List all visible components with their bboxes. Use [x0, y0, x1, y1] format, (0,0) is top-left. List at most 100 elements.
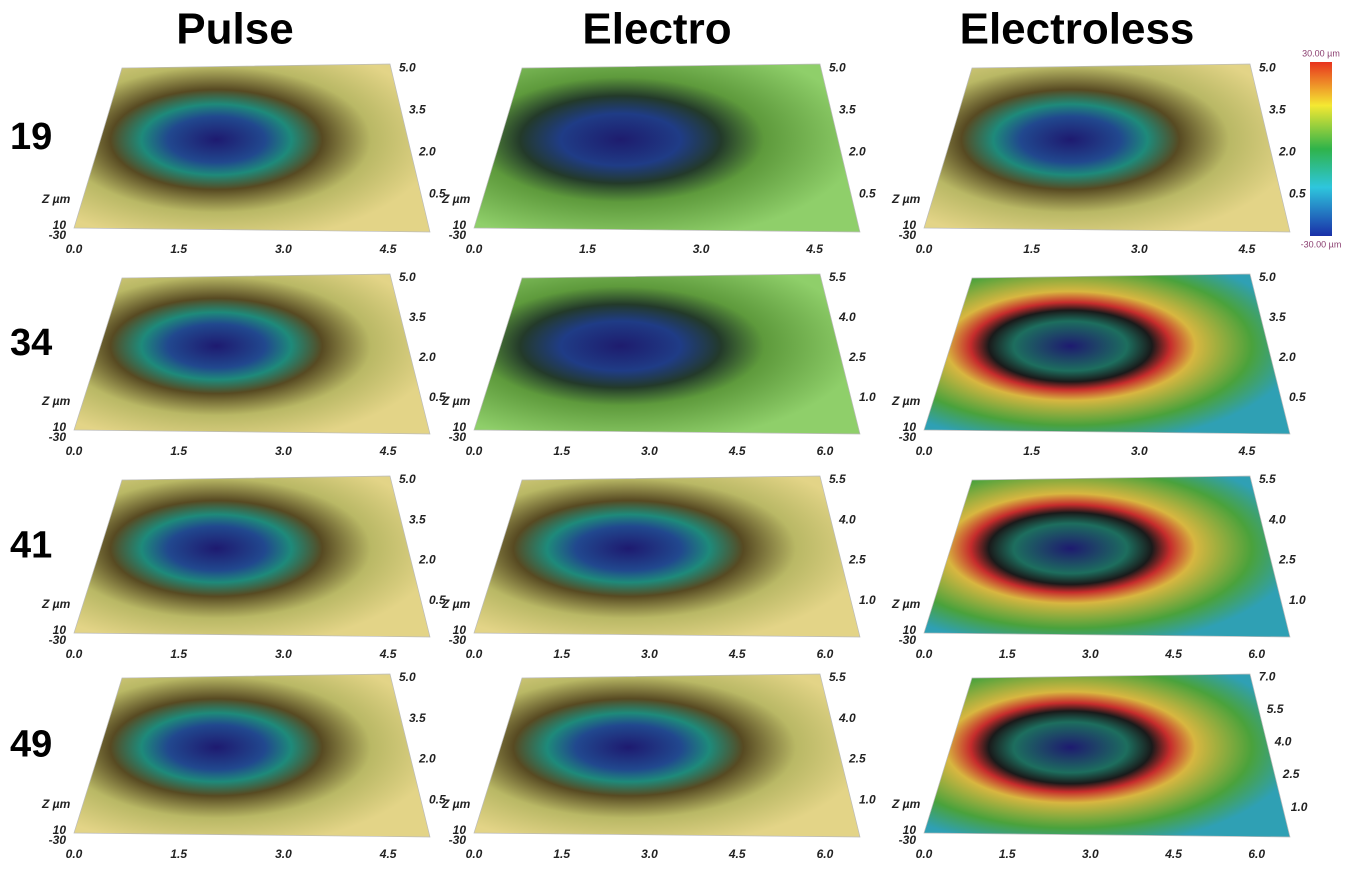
- x-tick-label: 3.0: [275, 847, 292, 861]
- z-label: Z µm: [441, 192, 471, 206]
- row-label: 49: [10, 724, 52, 766]
- y-tick-label: 2.5: [1282, 767, 1300, 781]
- z-label: Z µm: [891, 394, 921, 408]
- y-tick-label: 0.5: [859, 186, 876, 200]
- y-tick-label: 3.5: [409, 310, 426, 324]
- z-label: Z µm: [891, 192, 921, 206]
- y-tick-label: 3.5: [409, 102, 426, 116]
- row-label: 19: [10, 116, 52, 158]
- figure: 30.00 µm -30.00 µm PulseElectroElectrole…: [0, 0, 1362, 872]
- z-label: Z µm: [41, 394, 71, 408]
- x-tick-label: 3.0: [641, 847, 658, 861]
- surface: [924, 476, 1290, 637]
- x-tick-label: 4.5: [379, 242, 397, 256]
- x-tick-label: 4.5: [728, 847, 746, 861]
- y-tick-label: 3.5: [409, 512, 426, 526]
- x-tick-label: 0.0: [466, 444, 483, 458]
- y-tick-label: 5.5: [829, 670, 846, 684]
- x-tick-label: 4.5: [379, 847, 397, 861]
- surface: [474, 274, 860, 434]
- y-tick-label: 4.0: [838, 512, 856, 526]
- y-tick-label: 2.0: [418, 553, 436, 567]
- x-tick-label: 0.0: [916, 647, 933, 661]
- x-tick-label: 4.5: [728, 444, 746, 458]
- surface: [474, 64, 860, 232]
- x-tick-label: 3.0: [693, 242, 710, 256]
- z-tick-label: -30: [49, 633, 67, 647]
- x-tick-label: 1.5: [170, 847, 187, 861]
- z-label: Z µm: [41, 192, 71, 206]
- y-tick-label: 3.5: [1269, 102, 1286, 116]
- y-tick-label: 2.0: [1278, 350, 1296, 364]
- y-tick-label: 2.0: [418, 752, 436, 766]
- y-tick-label: 3.5: [839, 102, 856, 116]
- surface: [474, 674, 860, 837]
- surface: [924, 64, 1290, 232]
- x-tick-label: 4.5: [1238, 242, 1256, 256]
- z-label: Z µm: [41, 597, 71, 611]
- row-label: 41: [10, 525, 52, 567]
- x-tick-label: 0.0: [66, 444, 83, 458]
- x-tick-label: 6.0: [1248, 647, 1265, 661]
- y-tick-label: 4.0: [838, 310, 856, 324]
- y-tick-label: 2.0: [418, 350, 436, 364]
- z-tick-label: -30: [899, 833, 917, 847]
- z-label: Z µm: [891, 797, 921, 811]
- y-tick-label: 5.0: [399, 60, 416, 74]
- x-tick-label: 3.0: [1131, 444, 1148, 458]
- x-tick-label: 3.0: [641, 647, 658, 661]
- colorbar-max: 30.00 µm: [1302, 48, 1340, 58]
- y-tick-label: 1.0: [1289, 593, 1306, 607]
- y-tick-label: 5.5: [829, 472, 846, 486]
- z-label: Z µm: [441, 394, 471, 408]
- surface: [474, 476, 860, 637]
- y-tick-label: 2.5: [848, 752, 866, 766]
- y-tick-label: 1.0: [1291, 800, 1308, 814]
- y-tick-label: 5.0: [399, 270, 416, 284]
- z-tick-label: -30: [899, 228, 917, 242]
- z-tick-label: -30: [49, 833, 67, 847]
- z-tick-label: -30: [899, 430, 917, 444]
- x-tick-label: 4.5: [379, 444, 397, 458]
- surface: [74, 274, 430, 434]
- y-tick-label: 2.0: [1278, 144, 1296, 158]
- x-tick-label: 6.0: [817, 444, 834, 458]
- x-tick-label: 1.5: [170, 647, 187, 661]
- x-tick-label: 3.0: [275, 242, 292, 256]
- y-tick-label: 5.0: [399, 472, 416, 486]
- x-tick-label: 6.0: [817, 647, 834, 661]
- x-tick-label: 1.5: [999, 847, 1016, 861]
- z-tick-label: -30: [449, 833, 467, 847]
- y-tick-label: 7.0: [1259, 669, 1276, 683]
- x-tick-label: 1.5: [170, 242, 187, 256]
- x-tick-label: 0.0: [66, 847, 83, 861]
- x-tick-label: 1.5: [1023, 444, 1040, 458]
- x-tick-label: 0.0: [66, 242, 83, 256]
- z-tick-label: -30: [49, 228, 67, 242]
- column-title: Electroless: [960, 5, 1195, 54]
- x-tick-label: 1.5: [553, 647, 570, 661]
- y-tick-label: 0.5: [1289, 186, 1306, 200]
- x-tick-label: 4.5: [1164, 847, 1182, 861]
- surface: [924, 674, 1290, 837]
- x-tick-label: 3.0: [275, 647, 292, 661]
- z-label: Z µm: [891, 597, 921, 611]
- y-tick-label: 4.0: [1274, 735, 1292, 749]
- x-tick-label: 1.5: [999, 647, 1016, 661]
- z-tick-label: -30: [449, 228, 467, 242]
- x-tick-label: 1.5: [579, 242, 596, 256]
- y-tick-label: 5.5: [1259, 472, 1276, 486]
- y-tick-label: 1.0: [859, 390, 876, 404]
- colorbar-min: -30.00 µm: [1301, 239, 1342, 249]
- surface: [924, 274, 1290, 434]
- y-tick-label: 3.5: [1269, 310, 1286, 324]
- z-tick-label: -30: [899, 633, 917, 647]
- y-tick-label: 4.0: [1268, 512, 1286, 526]
- x-tick-label: 0.0: [466, 647, 483, 661]
- x-tick-label: 1.5: [553, 444, 570, 458]
- z-tick-label: -30: [49, 430, 67, 444]
- x-tick-label: 3.0: [1131, 242, 1148, 256]
- x-tick-label: 0.0: [466, 847, 483, 861]
- surface: [74, 674, 430, 837]
- column-title: Pulse: [176, 5, 293, 54]
